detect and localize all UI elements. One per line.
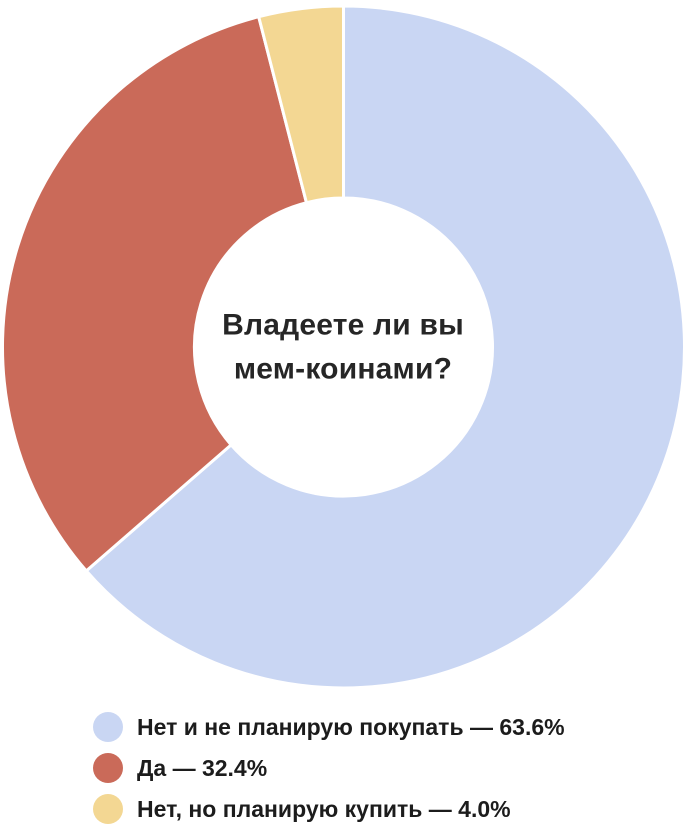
chart-title-line-1: Владеете ли вы xyxy=(222,308,464,342)
legend-swatch-blue xyxy=(93,712,123,742)
donut-chart-area: Владеете ли вы мем-коинами? xyxy=(1,4,686,690)
legend-item: Нет и не планирую покупать — 63.6% xyxy=(93,712,565,742)
legend-item: Нет, но планирую купить — 4.0% xyxy=(93,794,565,824)
chart-title-line-2: мем-коинами? xyxy=(233,352,453,385)
chart-center-title: Владеете ли вы мем-коинами? xyxy=(163,304,523,391)
legend-label: Нет, но планирую купить — 4.0% xyxy=(137,795,511,822)
legend-item: Да — 32.4% xyxy=(93,753,565,783)
legend-label: Нет и не планирую покупать — 63.6% xyxy=(137,713,565,740)
donut-chart xyxy=(1,4,686,690)
legend-swatch-red xyxy=(93,753,123,783)
chart-legend: Нет и не планирую покупать — 63.6% Да — … xyxy=(93,712,565,824)
pie-segment xyxy=(1,15,308,573)
legend-label: Да — 32.4% xyxy=(137,754,268,781)
pie-segment xyxy=(84,4,686,690)
pie-segment xyxy=(257,4,345,205)
legend-swatch-yellow xyxy=(93,794,123,824)
